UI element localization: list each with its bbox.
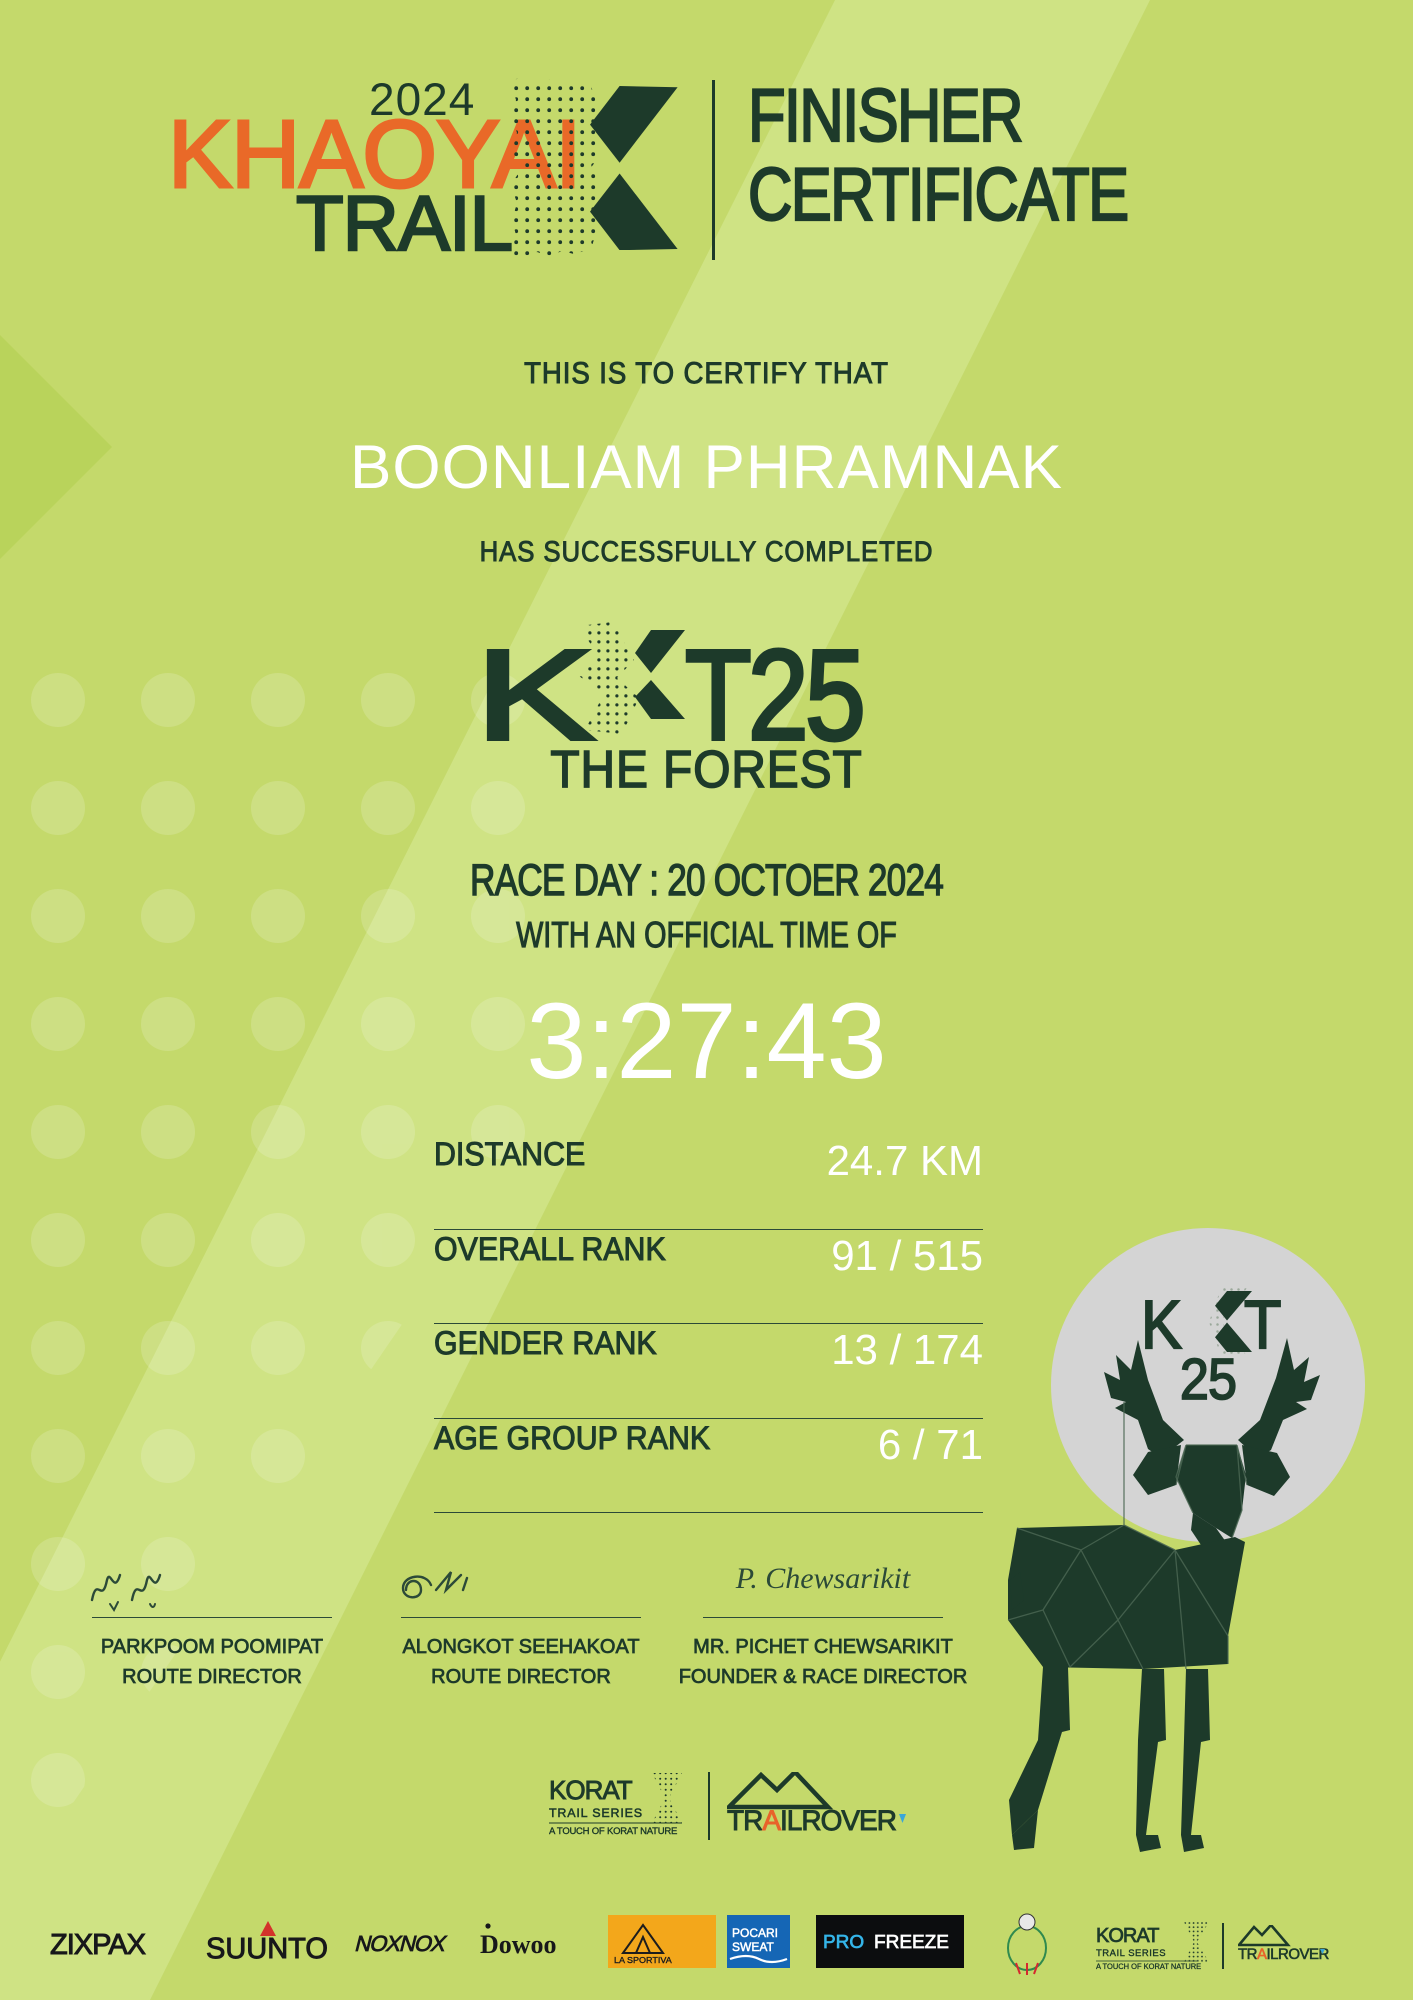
svg-text:Dowoo: Dowoo	[480, 1930, 557, 1958]
svg-text:SUUNTO: SUUNTO	[206, 1933, 328, 1961]
svg-text:NOXNOX: NOXNOX	[354, 1931, 449, 1956]
svg-text:FREEZE: FREEZE	[874, 1932, 949, 1953]
svg-text:LA SPORTIVA: LA SPORTIVA	[614, 1955, 673, 1965]
svg-text:TRAILROVER: TRAILROVER	[727, 1805, 897, 1836]
svg-text:ZIXPAX: ZIXPAX	[50, 1929, 147, 1961]
svg-text:TRAILROVER: TRAILROVER	[1238, 1946, 1330, 1963]
svg-text:TRAIL SERIES: TRAIL SERIES	[549, 1806, 643, 1820]
svg-text:KORAT: KORAT	[1096, 1925, 1160, 1947]
svg-text:A TOUCH OF KORAT NATURE: A TOUCH OF KORAT NATURE	[549, 1826, 677, 1836]
svg-text:PRO: PRO	[823, 1932, 864, 1953]
svg-text:POCARI: POCARI	[732, 1926, 778, 1940]
svg-text:KORAT: KORAT	[549, 1775, 633, 1805]
svg-text:A TOUCH OF KORAT NATURE: A TOUCH OF KORAT NATURE	[1096, 1962, 1202, 1970]
svg-text:SWEAT: SWEAT	[732, 1940, 774, 1954]
svg-text:TRAIL SERIES: TRAIL SERIES	[1096, 1948, 1166, 1959]
